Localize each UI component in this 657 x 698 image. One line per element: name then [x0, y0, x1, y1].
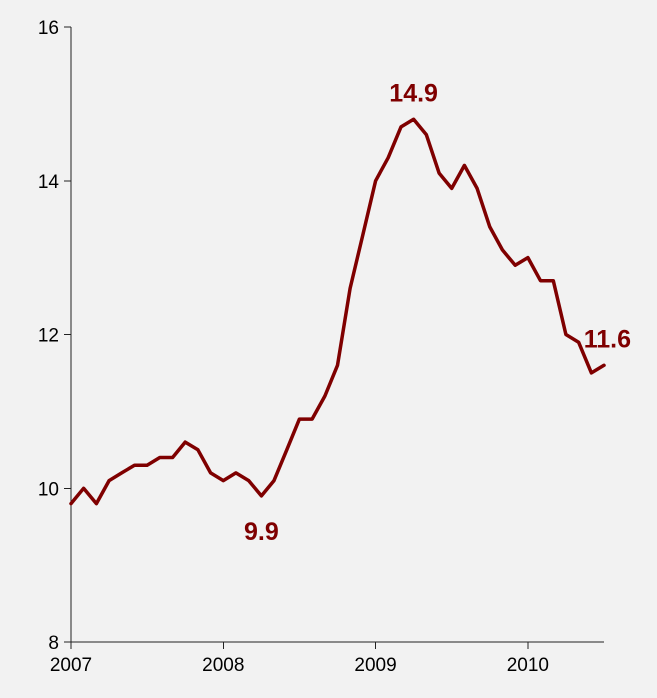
data-label-11.6: 11.6: [584, 325, 631, 353]
y-tick-label-16: 16: [38, 18, 59, 39]
x-tick-label-2009: 2009: [354, 655, 396, 676]
y-axis-ticks: 8 10 12 14 16: [38, 18, 71, 654]
y-tick-label-14: 14: [38, 172, 60, 193]
x-tick-label-2007: 2007: [50, 655, 92, 676]
y-tick-label-8: 8: [48, 633, 59, 654]
y-tick-label-10: 10: [38, 479, 59, 500]
x-axis-ticks: 2007 2008 2009 2010: [50, 642, 549, 676]
data-label-14.9: 14.9: [389, 79, 438, 107]
x-tick-label-2010: 2010: [507, 655, 549, 676]
y-tick-label-12: 12: [38, 326, 59, 347]
data-label-9.9: 9.9: [244, 518, 279, 546]
x-tick-label-2008: 2008: [202, 655, 244, 676]
series-line-1: [69, 117, 606, 506]
series-layer: [69, 117, 606, 506]
annotation-layer: 14.9 9.9 11.6: [244, 79, 631, 546]
